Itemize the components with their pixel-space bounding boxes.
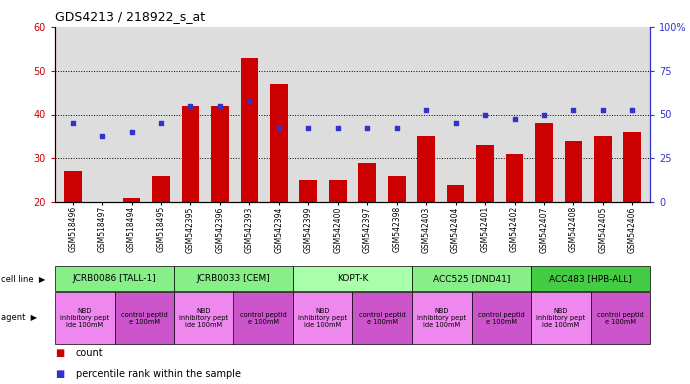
Bar xyxy=(476,145,494,202)
Bar xyxy=(152,176,170,202)
Bar xyxy=(241,58,258,202)
Text: ACC525 [DND41]: ACC525 [DND41] xyxy=(433,274,510,283)
Text: control peptid
e 100mM: control peptid e 100mM xyxy=(121,311,168,324)
Point xyxy=(244,98,255,104)
Point xyxy=(421,107,432,113)
Text: NBD
inhibitory pept
ide 100mM: NBD inhibitory pept ide 100mM xyxy=(417,308,466,328)
Text: JCRB0086 [TALL-1]: JCRB0086 [TALL-1] xyxy=(72,274,157,283)
Bar xyxy=(446,184,464,202)
Text: control peptid
e 100mM: control peptid e 100mM xyxy=(597,311,644,324)
Point xyxy=(67,120,78,126)
Bar xyxy=(358,163,376,202)
Bar xyxy=(506,154,523,202)
Bar xyxy=(624,132,641,202)
Text: count: count xyxy=(76,348,104,358)
Bar xyxy=(329,180,346,202)
Point xyxy=(391,124,402,131)
Point xyxy=(509,116,520,122)
Bar xyxy=(594,136,612,202)
Point xyxy=(303,124,314,131)
Bar xyxy=(123,198,141,202)
Bar xyxy=(270,84,288,202)
Text: NBD
inhibitory pept
ide 100mM: NBD inhibitory pept ide 100mM xyxy=(179,308,228,328)
Text: NBD
inhibitory pept
ide 100mM: NBD inhibitory pept ide 100mM xyxy=(60,308,109,328)
Point xyxy=(155,120,166,126)
Point xyxy=(97,133,108,139)
Bar xyxy=(388,176,406,202)
Bar xyxy=(181,106,199,202)
Text: JCRB0033 [CEM]: JCRB0033 [CEM] xyxy=(197,274,270,283)
Point xyxy=(126,129,137,135)
Text: control peptid
e 100mM: control peptid e 100mM xyxy=(359,311,406,324)
Point xyxy=(538,111,549,118)
Text: ■: ■ xyxy=(55,369,64,379)
Bar xyxy=(564,141,582,202)
Text: control peptid
e 100mM: control peptid e 100mM xyxy=(240,311,286,324)
Bar xyxy=(535,123,553,202)
Point xyxy=(598,107,609,113)
Text: control peptid
e 100mM: control peptid e 100mM xyxy=(478,311,524,324)
Text: ACC483 [HPB-ALL]: ACC483 [HPB-ALL] xyxy=(549,274,632,283)
Bar xyxy=(64,171,81,202)
Point xyxy=(333,124,344,131)
Point xyxy=(185,103,196,109)
Point xyxy=(568,107,579,113)
Text: NBD
inhibitory pept
ide 100mM: NBD inhibitory pept ide 100mM xyxy=(536,308,585,328)
Text: KOPT-K: KOPT-K xyxy=(337,274,368,283)
Text: GDS4213 / 218922_s_at: GDS4213 / 218922_s_at xyxy=(55,10,205,23)
Point xyxy=(362,124,373,131)
Bar xyxy=(417,136,435,202)
Text: percentile rank within the sample: percentile rank within the sample xyxy=(76,369,241,379)
Point xyxy=(215,103,226,109)
Text: ■: ■ xyxy=(55,348,64,358)
Point xyxy=(627,107,638,113)
Bar xyxy=(299,180,317,202)
Point xyxy=(480,111,491,118)
Point xyxy=(450,120,461,126)
Point xyxy=(273,124,284,131)
Text: agent  ▶: agent ▶ xyxy=(1,313,37,323)
Text: NBD
inhibitory pept
ide 100mM: NBD inhibitory pept ide 100mM xyxy=(298,308,347,328)
Text: cell line  ▶: cell line ▶ xyxy=(1,274,45,283)
Bar xyxy=(211,106,229,202)
